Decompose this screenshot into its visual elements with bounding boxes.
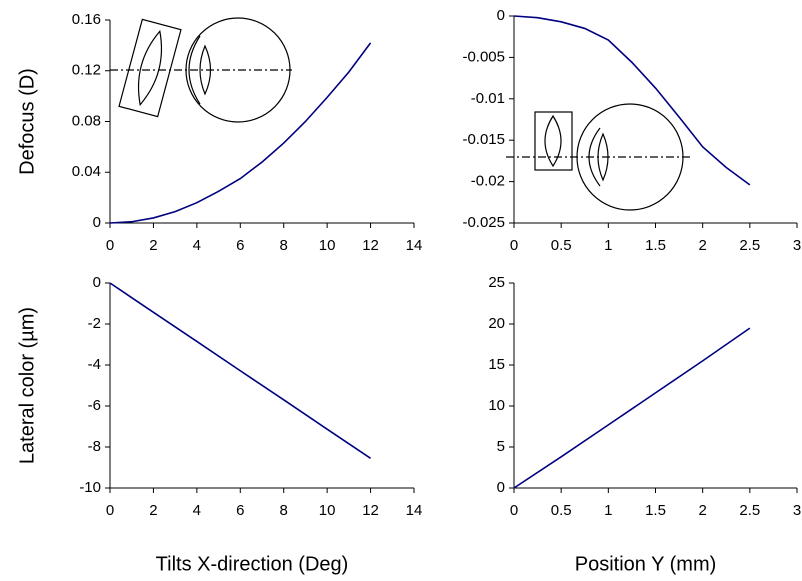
x-tick-label: 0.5: [551, 502, 572, 519]
data-line: [109, 282, 372, 459]
y-tick-label: -0.015: [462, 131, 505, 148]
eye-diagram: [506, 103, 690, 211]
y-tick-label: 20: [488, 315, 505, 332]
y-tick-label: 0.08: [72, 112, 101, 129]
y-tick-label: 10: [488, 397, 505, 414]
y-tick-label: 0: [497, 7, 505, 24]
x-tick-label: 10: [319, 237, 336, 254]
x-tick-label: 6: [236, 502, 244, 519]
x-tick-label: 2: [149, 237, 157, 254]
x-tick-label: 1.5: [645, 237, 666, 254]
y-tick-label: -0.025: [462, 214, 505, 231]
x-tick-label: 6: [236, 237, 244, 254]
y-tick-label: 15: [488, 356, 505, 373]
x-tick-label: 14: [406, 237, 423, 254]
x-tick-label: 2: [698, 502, 706, 519]
y-tick-label: -8: [88, 438, 101, 455]
x-tick-label: 0: [106, 502, 114, 519]
y-tick-label: -4: [88, 356, 101, 373]
x-axis-title: Position Y (mm): [575, 553, 717, 575]
y-tick-label: 5: [497, 438, 505, 455]
y-tick-label: -2: [88, 315, 101, 332]
x-tick-label: 4: [193, 502, 201, 519]
y-tick-label: 25: [488, 274, 505, 291]
x-tick-label: 2: [698, 237, 706, 254]
y-tick-label: 0: [93, 274, 101, 291]
x-tick-label: 0.5: [551, 237, 572, 254]
y-axis-title: Lateral color (µm): [16, 307, 38, 464]
y-tick-label: -0.02: [471, 173, 505, 190]
y-tick-label: -6: [88, 397, 101, 414]
x-tick-label: 14: [406, 502, 423, 519]
x-tick-label: 10: [319, 502, 336, 519]
x-tick-label: 2.5: [739, 502, 760, 519]
y-tick-label: 0.12: [72, 62, 101, 79]
x-tick-label: 3: [793, 502, 801, 519]
x-tick-label: 1: [604, 237, 612, 254]
eye-diagram: [110, 17, 292, 123]
data-line: [513, 15, 751, 186]
x-tick-label: 8: [280, 237, 288, 254]
x-tick-label: 1.5: [645, 502, 666, 519]
x-tick-label: 2: [149, 502, 157, 519]
x-tick-label: 3: [793, 237, 801, 254]
y-tick-label: -0.005: [462, 48, 505, 65]
x-tick-label: 12: [362, 237, 379, 254]
y-tick-label: 0: [93, 214, 101, 231]
x-tick-label: 4: [193, 237, 201, 254]
x-tick-label: 0: [106, 237, 114, 254]
y-tick-label: 0.04: [72, 163, 101, 180]
x-tick-label: 2.5: [739, 237, 760, 254]
x-tick-label: 8: [280, 502, 288, 519]
y-tick-label: 0.16: [72, 11, 101, 28]
y-tick-label: -10: [79, 479, 101, 496]
data-line: [513, 327, 751, 489]
y-axis-title: Defocus (D): [16, 68, 38, 175]
x-tick-label: 1: [604, 502, 612, 519]
y-tick-label: 0: [497, 479, 505, 496]
y-tick-label: -0.01: [471, 90, 505, 107]
x-tick-label: 12: [362, 502, 379, 519]
data-line: [109, 42, 372, 224]
x-axis-title: Tilts X-direction (Deg): [156, 553, 349, 575]
x-tick-label: 0: [510, 502, 518, 519]
x-tick-label: 0: [510, 237, 518, 254]
